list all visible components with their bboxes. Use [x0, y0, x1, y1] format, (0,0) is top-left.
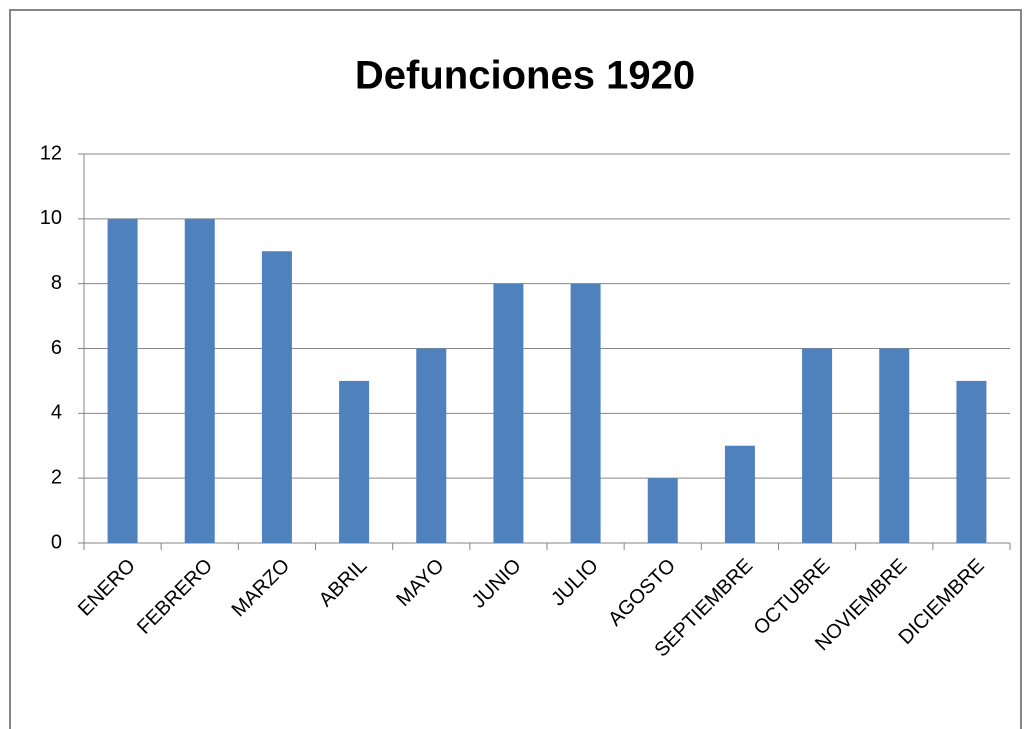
bar — [107, 218, 138, 544]
y-tick-label: 8 — [51, 272, 62, 294]
bar — [184, 218, 215, 544]
y-tick-label: 12 — [40, 142, 62, 164]
bar — [416, 348, 447, 543]
x-tick-label: MAYO — [392, 555, 448, 611]
y-tick-label: 2 — [51, 466, 62, 488]
bar — [647, 478, 678, 543]
x-tick-label: ENERO — [74, 555, 140, 621]
bar — [261, 251, 292, 543]
x-tick-label: FEBRERO — [133, 555, 217, 639]
bar — [493, 283, 524, 543]
bar — [802, 348, 833, 543]
x-tick-label: MARZO — [228, 555, 295, 622]
bar — [339, 380, 370, 543]
y-tick-label: 10 — [40, 207, 62, 229]
x-tick-label: JUNIO — [468, 555, 526, 613]
y-tick-label: 0 — [51, 531, 62, 553]
chart-frame — [9, 9, 1022, 729]
x-tick-label: AGOSTO — [604, 555, 680, 631]
chart-title: Defunciones 1920 — [355, 54, 695, 98]
x-tick-label: OCTUBRE — [750, 555, 835, 640]
bar — [879, 348, 910, 543]
y-tick-label: 4 — [51, 402, 62, 424]
bar — [570, 283, 601, 543]
bar — [724, 445, 755, 543]
bar — [956, 380, 987, 543]
y-tick-label: 6 — [51, 337, 62, 359]
x-tick-label: ABRIL — [315, 555, 371, 611]
x-tick-label: JULIO — [547, 555, 603, 611]
